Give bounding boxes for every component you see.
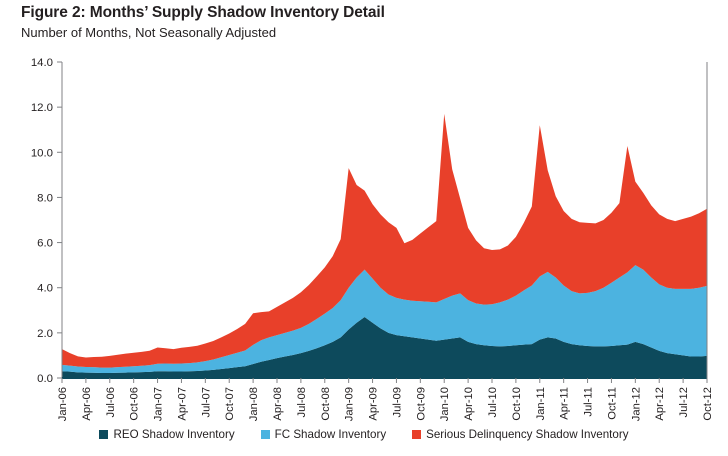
legend-item-reo: REO Shadow Inventory [99,428,235,441]
area-series-reo-shadow-inventory [62,317,707,378]
legend-swatch-delinquency [412,430,422,439]
x-tick-label: Apr-11 [559,387,571,420]
x-tick-label: Jan-07 [153,387,165,421]
y-tick-label: 6.0 [37,238,53,250]
x-tick-label: Oct-09 [415,387,427,421]
x-tick-label: Jul-06 [105,387,117,417]
area-series-serious-delinquency-shadow-inventory [62,113,707,368]
x-tick-label: Apr-06 [81,387,93,421]
x-tick-label: Jan-11 [535,387,547,420]
y-tick-label: 12.0 [31,102,53,114]
x-tick-label: Jan-08 [248,387,260,421]
x-tick-label: Oct-12 [702,387,714,421]
x-tick-label: Jul-11 [583,387,595,417]
y-tick-label: 0.0 [37,373,53,385]
y-tick-label: 8.0 [37,192,53,204]
stacked-area-chart: 0.0 2.0 4.0 6.0 8.0 10.0 12.0 14.0 Jan-06 Apr-06… [31,57,714,421]
x-tick-label: Apr-09 [368,387,380,421]
x-tick-label: Oct-07 [224,387,236,421]
x-tick-label: Jan-10 [439,387,451,421]
x-tick-label: Jan-06 [57,387,69,421]
legend-label-fc: FC Shadow Inventory [274,428,387,441]
y-tick-label: 14.0 [31,57,53,69]
chart-legend: REO Shadow Inventory FC Shadow Inventory… [0,428,728,454]
chart-axes-group [61,62,708,379]
legend-swatch-fc [260,430,270,439]
x-tick-label: Jul-12 [678,387,690,417]
figure-subtitle: Number of Months, Not Seasonally Adjuste… [21,25,277,40]
y-tick-label: 10.0 [31,147,53,159]
y-tick-label: 2.0 [37,328,53,340]
x-tick-label: Apr-12 [654,387,666,421]
x-axis-ticks: Jan-06 Apr-06 Jul-06 Oct-06 Jan-07 Apr-07 Jul-… [57,378,714,421]
x-tick-label: Jul-08 [296,387,308,417]
x-tick-label: Jul-07 [200,387,212,417]
chart-plot-area: 0.0 2.0 4.0 6.0 8.0 10.0 12.0 14.0 Jan-06 Apr-06… [31,57,714,421]
x-tick-label: Apr-08 [272,387,284,421]
legend-label-reo: REO Shadow Inventory [113,428,235,441]
x-tick-label: Jan-09 [344,387,356,421]
x-tick-label: Apr-07 [176,387,188,421]
x-tick-label: Jul-09 [391,387,403,417]
legend-label-delinquency: Serious Delinquency Shadow Inventory [426,428,629,441]
y-axis-ticks: 0.0 2.0 4.0 6.0 8.0 10.0 12.0 14.0 [31,57,62,385]
x-tick-label: Jul-10 [487,387,499,417]
x-tick-label: Apr-10 [463,387,475,421]
x-tick-label: Oct-10 [511,387,523,421]
y-tick-label: 4.0 [37,283,53,295]
x-tick-label: Oct-08 [320,387,332,421]
area-series-fc-shadow-inventory [62,265,707,374]
legend-item-fc: FC Shadow Inventory [260,428,387,441]
page-title: Figure 2: Months’ Supply Shadow Inventor… [21,4,385,21]
chart-series-group [62,113,707,378]
x-tick-label: Jan-12 [630,387,642,421]
legend-item-delinquency: Serious Delinquency Shadow Inventory [412,428,629,441]
legend-swatch-reo [99,430,109,439]
x-tick-label: Oct-11 [606,387,618,420]
x-tick-label: Oct-06 [129,387,141,421]
